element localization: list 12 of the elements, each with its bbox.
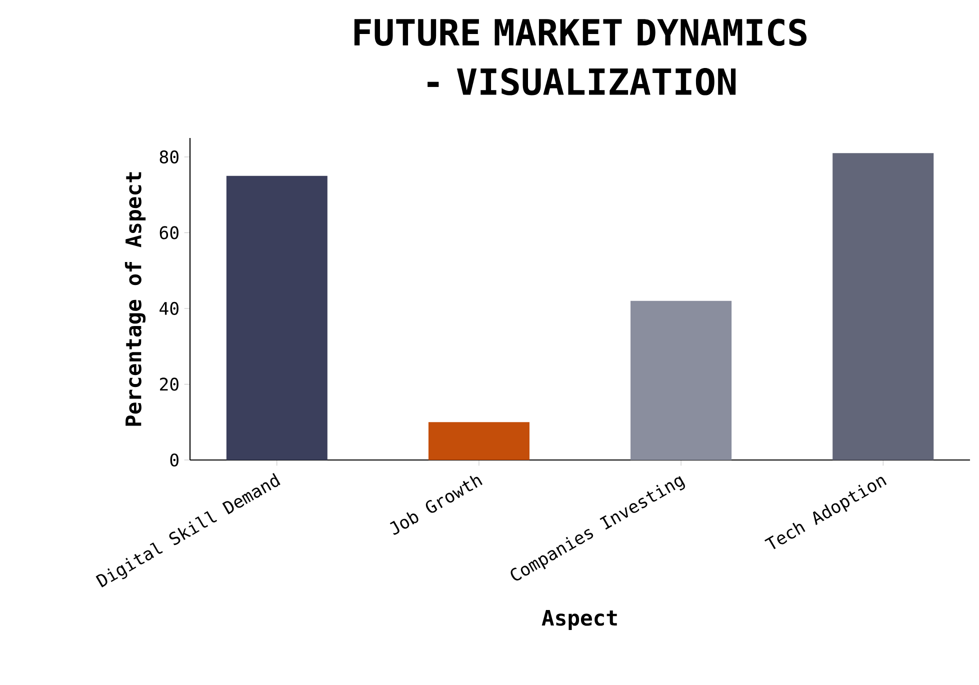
bar [832, 153, 934, 460]
bar [226, 176, 328, 460]
chart-title: FUTURE MARKET DYNAMICS - VISUALIZATION [354, 18, 807, 96]
y-tick-label: 40 [160, 302, 178, 316]
bar [428, 422, 530, 460]
y-tick-label: 60 [160, 226, 178, 240]
y-tick-label: 20 [160, 378, 178, 391]
x-axis-title: Aspect [542, 610, 617, 630]
y-tick-label: 0 [170, 453, 178, 467]
y-axis-title: Percentage of Aspect [124, 172, 146, 426]
y-tick-label: 80 [160, 150, 178, 164]
bar [630, 300, 732, 460]
